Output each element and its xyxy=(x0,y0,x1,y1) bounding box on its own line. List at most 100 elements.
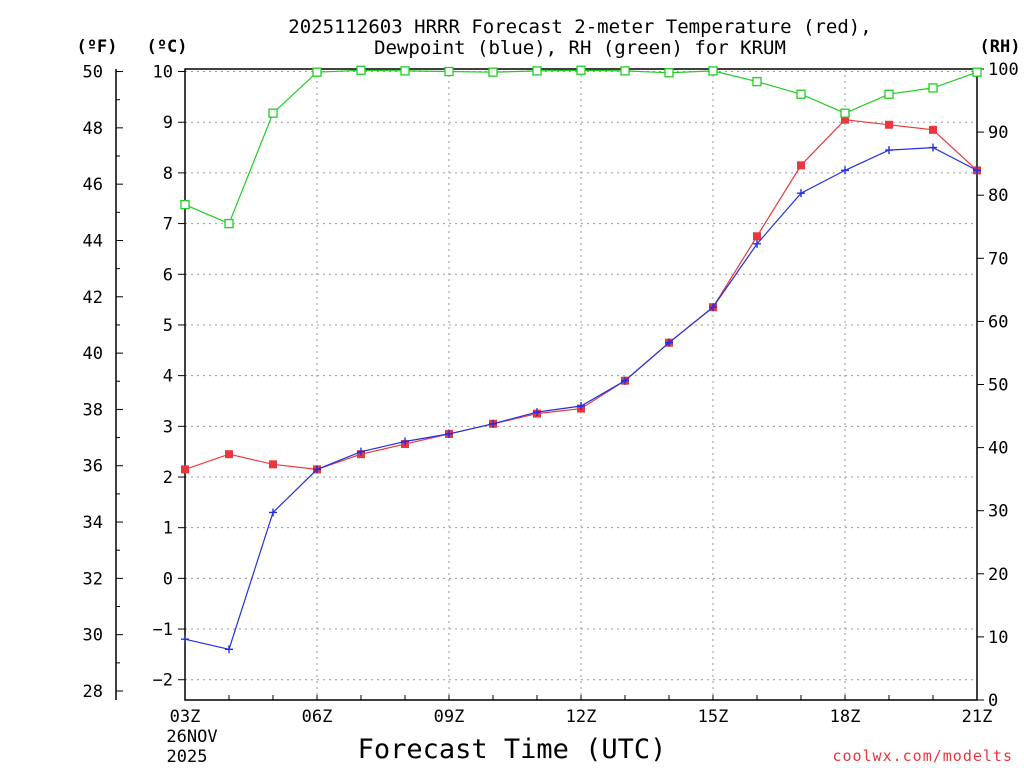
axes xyxy=(115,68,978,701)
rh-tick-label: 30 xyxy=(988,502,1008,522)
celsius-tick-label: 7 xyxy=(163,215,173,235)
rh-point xyxy=(664,68,674,78)
temperature-point xyxy=(885,120,893,129)
celsius-tick-label: 0 xyxy=(163,569,173,589)
rh-unit-label: (RH) xyxy=(980,37,1021,57)
x-tick-label: 09Z xyxy=(434,707,465,727)
rh-point xyxy=(972,67,982,77)
celsius-tick-label: 2 xyxy=(163,468,173,488)
rh-tick-label: 20 xyxy=(988,565,1008,585)
rh-point xyxy=(532,66,542,76)
x-tick-label: 06Z xyxy=(302,707,333,727)
rh-point xyxy=(224,218,234,229)
temperature-point xyxy=(753,232,761,241)
axis-ticks: 03Z 06Z 09Z 12Z 15Z 18Z 21Z−2−1012345678910283… xyxy=(83,60,1019,727)
dewpoint-point xyxy=(841,166,849,175)
fahrenheit-tick-label: 28 xyxy=(83,682,103,702)
dewpoint-point xyxy=(665,338,673,347)
dewpoint-point xyxy=(489,419,497,428)
rh-point xyxy=(400,66,410,76)
fahrenheit-tick-label: 46 xyxy=(83,175,103,195)
rh-tick-label: 90 xyxy=(988,123,1008,143)
data-series xyxy=(180,65,982,654)
rh-point xyxy=(444,66,454,77)
rh-point xyxy=(752,76,762,87)
dewpoint-point xyxy=(181,635,189,644)
celsius-tick-label: 10 xyxy=(153,63,173,83)
rh-point xyxy=(180,200,190,210)
dewpoint-point xyxy=(797,189,805,198)
x-tick-label: 12Z xyxy=(566,707,597,727)
rh-point xyxy=(928,83,938,93)
temperature-point xyxy=(797,161,805,170)
dewpoint-point xyxy=(445,429,453,438)
rh-tick-label: 10 xyxy=(988,628,1008,648)
fahrenheit-tick-label: 50 xyxy=(83,63,103,83)
celsius-tick-label: 1 xyxy=(163,519,173,539)
dewpoint-point xyxy=(929,143,937,152)
dewpoint-point xyxy=(621,376,629,385)
x-tick-label: 15Z xyxy=(698,707,729,727)
rh-point xyxy=(312,67,322,77)
temperature-point xyxy=(181,465,189,474)
fahrenheit-tick-label: 38 xyxy=(83,400,103,420)
x-tick-label: 03Z xyxy=(170,707,201,727)
fahrenheit-tick-label: 30 xyxy=(83,626,103,646)
rh-tick-label: 40 xyxy=(988,439,1008,459)
rh-point xyxy=(884,89,894,99)
celsius-tick-label: 5 xyxy=(163,316,173,336)
celsius-unit-label: (ºC) xyxy=(147,37,188,57)
x-axis-label: Forecast Time (UTC) xyxy=(358,734,667,765)
temperature-point xyxy=(841,115,849,124)
x-date-line-2: 2025 xyxy=(167,747,208,767)
celsius-tick-label: 9 xyxy=(163,113,173,133)
rh-point xyxy=(796,89,806,99)
dewpoint-point xyxy=(709,303,717,312)
rh-point xyxy=(576,65,586,75)
dewpoint-point xyxy=(269,508,277,517)
dewpoint-point xyxy=(225,645,233,654)
dewpoint-point xyxy=(973,166,981,175)
fahrenheit-unit-label: (ºF) xyxy=(77,37,118,57)
rh-point xyxy=(488,67,498,77)
rh-point xyxy=(620,66,630,76)
rh-tick-label: 100 xyxy=(988,60,1019,80)
dewpoint-point xyxy=(357,447,365,456)
x-tick-label: 18Z xyxy=(830,707,861,727)
temperature-point xyxy=(929,125,937,134)
temperature-point xyxy=(269,460,277,469)
celsius-tick-label: −2 xyxy=(153,671,173,691)
fahrenheit-tick-label: 42 xyxy=(83,288,103,308)
fahrenheit-tick-label: 34 xyxy=(83,513,103,533)
fahrenheit-tick-label: 44 xyxy=(83,231,103,251)
temperature-point xyxy=(225,450,233,459)
dewpoint-point xyxy=(533,408,541,417)
rh-point xyxy=(708,66,718,76)
rh-tick-label: 80 xyxy=(988,186,1008,206)
celsius-tick-label: 6 xyxy=(163,265,173,285)
rh-point xyxy=(268,108,278,118)
rh-tick-label: 60 xyxy=(988,312,1008,332)
celsius-tick-label: 4 xyxy=(163,367,173,387)
rh-tick-label: 50 xyxy=(988,376,1008,396)
source-credit: coolwx.com/modelts xyxy=(832,747,1013,765)
dewpoint-point xyxy=(577,402,585,411)
fahrenheit-tick-label: 32 xyxy=(83,569,103,589)
celsius-tick-label: 8 xyxy=(163,164,173,184)
dewpoint-point xyxy=(401,437,409,446)
dewpoint-point xyxy=(753,239,761,248)
chart-title-line-1: 2025112603 HRRR Forecast 2-meter Tempera… xyxy=(288,16,871,38)
dewpoint-point xyxy=(885,146,893,155)
rh-point xyxy=(840,108,850,118)
x-tick-label: 21Z xyxy=(962,707,993,727)
rh-tick-label: 70 xyxy=(988,249,1008,269)
fahrenheit-tick-label: 40 xyxy=(83,344,103,364)
dewpoint-point xyxy=(313,465,321,474)
celsius-tick-label: 3 xyxy=(163,417,173,437)
chart-title-line-2: Dewpoint (blue), RH (green) for KRUM xyxy=(374,37,786,59)
x-date-line-1: 26NOV xyxy=(166,727,217,747)
celsius-tick-label: −1 xyxy=(153,620,173,640)
rh-tick-label: 0 xyxy=(988,691,998,711)
rh-point xyxy=(356,65,366,75)
